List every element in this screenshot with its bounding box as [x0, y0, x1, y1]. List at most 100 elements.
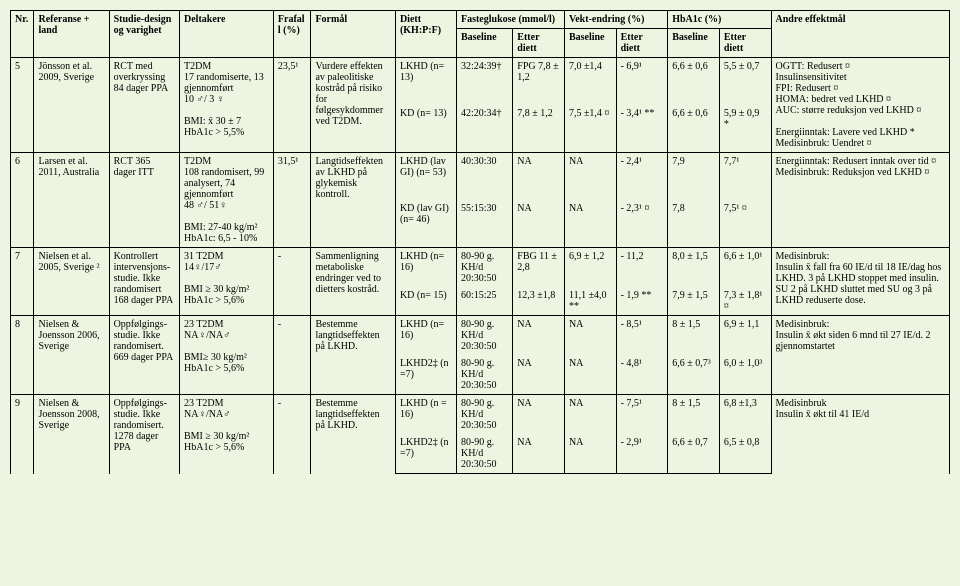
cell-fg-baseline: 55:15:30 — [456, 200, 512, 248]
cell-andre: OGTT: Redusert ¤InsulinsensitivitetFPI: … — [771, 58, 950, 153]
cell-h-baseline: 6,6 ± 0,7³ — [668, 355, 720, 395]
cell-fg-baseline: 80-90 g. KH/d 20:30:50 — [456, 355, 512, 395]
table-row: 5Jönsson et al. 2009, SverigeRCT med ove… — [11, 58, 950, 106]
cell-fg-etter: NA — [513, 153, 565, 201]
col-vkt-baseline: Baseline — [564, 29, 616, 58]
cell-h-baseline: 6,6 ± 0,6 — [668, 105, 720, 153]
cell-h-baseline: 7,8 — [668, 200, 720, 248]
study-table: Nr. Referanse + land Studie-design og va… — [10, 10, 950, 474]
cell-fg-baseline: 60:15:25 — [456, 287, 512, 316]
cell-ref: Larsen et al. 2011, Australia — [34, 153, 109, 248]
col-h-etter: Etter diett — [719, 29, 771, 58]
cell-andre: MedisinbrukInsulin x̄ økt til 41 IE/d — [771, 395, 950, 474]
cell-vkt-etter: - 11,2 — [616, 248, 668, 288]
cell-design: RCT med overkryssing 84 dager PPA — [109, 58, 179, 153]
cell-deltakere: 31 T2DM14♀/17♂BMI ≥ 30 kg/m²HbA1c > 5,6% — [180, 248, 274, 316]
cell-diett: LKHD2‡ (n =7) — [395, 355, 456, 395]
col-vekt: Vekt-endring (%) — [564, 11, 667, 29]
cell-vkt-baseline: NA — [564, 395, 616, 435]
cell-vkt-etter: - 7,5¹ — [616, 395, 668, 435]
col-vkt-etter: Etter diett — [616, 29, 668, 58]
cell-h-baseline: 7,9 — [668, 153, 720, 201]
cell-ref: Jönsson et al. 2009, Sverige — [34, 58, 109, 153]
cell-ref: Nielsen et al. 2005, Sverige ² — [34, 248, 109, 316]
cell-nr: 6 — [11, 153, 34, 248]
table-row: 8Nielsen & Joensson 2006, SverigeOppfølg… — [11, 316, 950, 356]
table-row: 9Nielsen & Joensson 2008, SverigeOppfølg… — [11, 395, 950, 435]
cell-nr: 9 — [11, 395, 34, 474]
cell-fg-baseline: 80-90 g. KH/d 20:30:50 — [456, 316, 512, 356]
cell-h-baseline: 8 ± 1,5 — [668, 395, 720, 435]
cell-vkt-etter: - 2,4¹ — [616, 153, 668, 201]
cell-fg-baseline: 32:24:39† — [456, 58, 512, 106]
cell-vkt-baseline: NA — [564, 153, 616, 201]
cell-fg-baseline: 80-90 g. KH/d 20:30:50 — [456, 395, 512, 435]
cell-vkt-baseline: 7,0 ±1,4 — [564, 58, 616, 106]
cell-h-baseline: 8 ± 1,5 — [668, 316, 720, 356]
cell-fg-etter: 12,3 ±1,8 — [513, 287, 565, 316]
cell-frafall: 31,5¹ — [273, 153, 311, 248]
cell-formal: Sammenligning metaboliske endringer ved … — [311, 248, 396, 316]
cell-andre: Energiinntak: Redusert inntak over tid ¤… — [771, 153, 950, 248]
table-row: 6Larsen et al. 2011, AustraliaRCT 365 da… — [11, 153, 950, 201]
cell-vkt-baseline: 6,9 ± 1,2 — [564, 248, 616, 288]
col-nr: Nr. — [11, 11, 34, 58]
cell-h-baseline: 6,6 ± 0,7 — [668, 434, 720, 474]
cell-deltakere: T2DM17 randomiserte, 13 gjennomført10 ♂/… — [180, 58, 274, 153]
cell-diett: LKHD (n= 16) — [395, 316, 456, 356]
cell-nr: 5 — [11, 58, 34, 153]
cell-nr: 8 — [11, 316, 34, 395]
cell-fg-baseline: 42:20:34† — [456, 105, 512, 153]
col-deltakere: Deltakere — [180, 11, 274, 58]
col-formal: Formål — [311, 11, 396, 58]
cell-h-etter: 5,5 ± 0,7 — [719, 58, 771, 106]
cell-ref: Nielsen & Joensson 2006, Sverige — [34, 316, 109, 395]
cell-formal: Bestemme langtidseffekten på LKHD. — [311, 395, 396, 474]
cell-diett: LKHD (n= 13) — [395, 58, 456, 106]
col-fg-baseline: Baseline — [456, 29, 512, 58]
cell-frafall: - — [273, 248, 311, 316]
cell-vkt-etter: - 2,9¹ — [616, 434, 668, 474]
col-ref: Referanse + land — [34, 11, 109, 58]
cell-design: Oppfølgings-studie. Ikke randomisert. 66… — [109, 316, 179, 395]
col-hba1c: HbA1c (%) — [668, 11, 771, 29]
cell-diett: LKHD (n= 16) — [395, 248, 456, 288]
cell-h-etter: 6,0 ± 1,0³ — [719, 355, 771, 395]
cell-formal: Vurdere effekten av paleolitiske kostråd… — [311, 58, 396, 153]
cell-vkt-baseline: NA — [564, 200, 616, 248]
cell-vkt-baseline: NA — [564, 355, 616, 395]
cell-fg-etter: NA — [513, 355, 565, 395]
cell-fg-etter: FPG 7,8 ± 1,2 — [513, 58, 565, 106]
cell-andre: Medisinbruk:Insulin x̄ fall fra 60 IE/d … — [771, 248, 950, 316]
cell-fg-baseline: 40:30:30 — [456, 153, 512, 201]
cell-frafall: - — [273, 395, 311, 474]
cell-frafall: 23,5¹ — [273, 58, 311, 153]
cell-h-etter: 6,9 ± 1,1 — [719, 316, 771, 356]
cell-h-etter: 7,5¹ ¤ — [719, 200, 771, 248]
cell-h-baseline: 6,6 ± 0,6 — [668, 58, 720, 106]
col-diett: Diett (KH:P:F) — [395, 11, 456, 58]
cell-frafall: - — [273, 316, 311, 395]
cell-design: RCT 365 dager ITT — [109, 153, 179, 248]
cell-vkt-baseline: 11,1 ±4,0 ** — [564, 287, 616, 316]
cell-h-etter: 7,3 ± 1,8¹ ¤ — [719, 287, 771, 316]
cell-diett: LKHD (n = 16) — [395, 395, 456, 435]
cell-fg-baseline: 80-90 g. KH/d 20:30:50 — [456, 248, 512, 288]
cell-vkt-baseline: NA — [564, 316, 616, 356]
cell-fg-etter: 7,8 ± 1,2 — [513, 105, 565, 153]
cell-formal: Bestemme langtidseffekten på LKHD. — [311, 316, 396, 395]
cell-fg-etter: NA — [513, 434, 565, 474]
cell-diett: LKHD (lav GI) (n= 53) — [395, 153, 456, 201]
cell-ref: Nielsen & Joensson 2008, Sverige — [34, 395, 109, 474]
cell-vkt-etter: - 2,3¹ ¤ — [616, 200, 668, 248]
cell-formal: Langtidseffekten av LKHD på glykemisk ko… — [311, 153, 396, 248]
cell-h-etter: 5,9 ± 0,9 * — [719, 105, 771, 153]
col-h-baseline: Baseline — [668, 29, 720, 58]
cell-fg-etter: FBG 11 ± 2,8 — [513, 248, 565, 288]
table-row: 7Nielsen et al. 2005, Sverige ²Kontrolle… — [11, 248, 950, 288]
cell-diett: KD (n= 13) — [395, 105, 456, 153]
cell-design: Kontrollert intervensjons-studie. Ikke r… — [109, 248, 179, 316]
cell-andre: Medisinbruk:Insulin x̄ økt siden 6 mnd t… — [771, 316, 950, 395]
cell-fg-baseline: 80-90 g. KH/d 20:30:50 — [456, 434, 512, 474]
cell-diett: KD (n= 15) — [395, 287, 456, 316]
